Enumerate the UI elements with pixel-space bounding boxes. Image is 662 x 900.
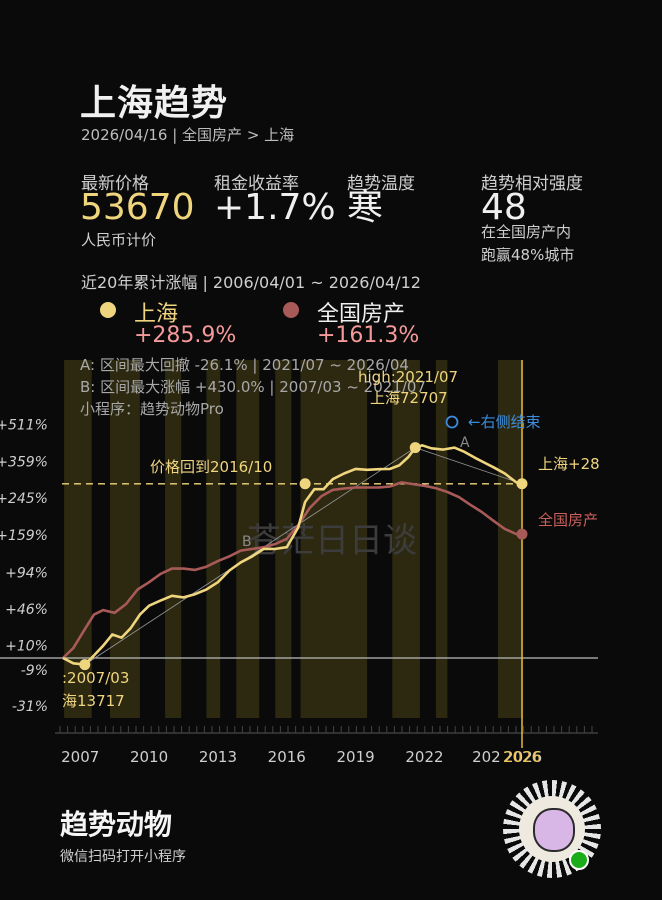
relative-strength-line1: 在全国房产内: [481, 223, 572, 241]
watermark-text: 苍茫日日谈: [247, 521, 417, 561]
relative-strength-line2: 跑赢48%城市: [481, 246, 575, 264]
price-trend-chart[interactable]: 苍茫日日谈 +511% +359% +245% +159% +94% +46% +10% -9%…: [0, 355, 662, 775]
x-tick-label: 2019: [337, 748, 375, 766]
stat-max-gain: B: 区间最大涨幅 +430.0% | 2007/03 ~ 2021/07: [80, 378, 426, 396]
trend-line-a: [415, 447, 523, 485]
high-value-label: 上海72707: [370, 389, 448, 407]
end-point-national: [516, 528, 528, 540]
trend-temp-label: 趋势温度: [347, 174, 415, 194]
price-return-point: [299, 478, 311, 490]
miniprogram-qr-code[interactable]: [503, 780, 601, 878]
end-label-shanghai: 上海+28: [538, 455, 600, 473]
x-tick-label: 2016: [268, 748, 306, 766]
legend-dot-shanghai: [100, 302, 116, 318]
legend-change-shanghai: +285.9%: [134, 323, 237, 348]
qr-logo-area: [519, 796, 585, 862]
relative-strength-value: 48: [481, 187, 527, 228]
y-tick-label: +46%: [5, 602, 48, 618]
shaded-period: [236, 360, 260, 718]
trend-temp-value: 寒: [347, 187, 384, 228]
y-tick-label: -31%: [12, 699, 48, 715]
breadcrumb[interactable]: 2026/04/16 | 全国房产 > 上海: [81, 126, 295, 144]
x-tick-label: 2010: [130, 748, 168, 766]
cumulative-range: 近20年累计涨幅 | 2006/04/01 ~ 2026/04/12: [81, 273, 421, 292]
series-line-national: [62, 481, 524, 659]
x-tick-label: 202: [472, 748, 501, 766]
price-value: 53670: [80, 187, 195, 228]
legend-dot-national: [283, 302, 299, 318]
high-point-marker: [409, 442, 421, 454]
series-line-shanghai: [62, 444, 524, 666]
low-date-label: :2007/03: [62, 669, 129, 687]
marker-b-label: B: [242, 534, 252, 550]
y-tick-label: +359%: [0, 454, 48, 470]
price-reference-label: 价格回到2016/10: [150, 458, 272, 476]
y-tick-label: +245%: [0, 491, 48, 507]
y-tick-label: -9%: [21, 663, 48, 679]
x-tick-label: 2026: [504, 748, 542, 766]
right-end-label: ←右侧结束: [468, 413, 541, 431]
legend-change-national: +161.3%: [317, 323, 420, 348]
end-point-shanghai: [516, 478, 528, 490]
shaded-period: [165, 360, 182, 718]
right-end-marker: [445, 415, 459, 429]
legend-name-shanghai: 上海: [134, 302, 179, 327]
rent-yield-label: 租金收益率: [214, 174, 299, 194]
animal-mascot-icon: [533, 808, 575, 852]
legend-name-national: 全国房产: [317, 302, 406, 327]
high-date-label: high:2021/07: [358, 368, 458, 386]
relative-strength-label: 趋势相对强度: [481, 174, 583, 194]
brand-name: 趋势动物: [60, 808, 173, 841]
low-value-label: 海13717: [62, 692, 125, 710]
x-tick-label: 2022: [405, 748, 443, 766]
shaded-period: [206, 360, 221, 718]
stat-max-drawdown: A: 区间最大回撤 -26.1% | 2021/07 ~ 2026/04: [80, 356, 409, 374]
page-title: 上海趋势: [80, 83, 229, 124]
y-tick-label: +10%: [5, 639, 48, 655]
price-label: 最新价格: [81, 174, 149, 194]
marker-a-label: A: [460, 435, 470, 451]
y-tick-label: +94%: [5, 566, 48, 582]
current-year-label: 2026: [503, 748, 541, 766]
shaded-period: [435, 360, 448, 718]
price-unit: 人民币计价: [81, 231, 157, 249]
rent-yield-value: +1.7%: [214, 187, 336, 228]
y-tick-label: +159%: [0, 528, 48, 544]
low-point-marker: [79, 659, 91, 671]
brand-subtitle: 微信扫码打开小程序: [60, 849, 186, 865]
wechat-icon: [569, 850, 589, 870]
y-tick-label: +511%: [0, 418, 48, 434]
x-tick-label: 2013: [199, 748, 237, 766]
miniprogram-note: 小程序：趋势动物Pro: [80, 400, 224, 418]
x-tick-label: 2007: [61, 748, 99, 766]
end-label-national: 全国房产: [538, 511, 598, 529]
